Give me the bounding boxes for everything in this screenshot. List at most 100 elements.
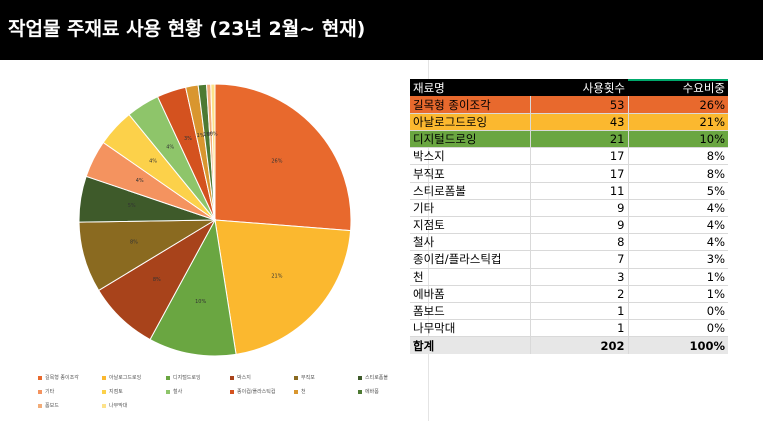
material-table: 재료명 사용횟수 수요비중 길목형 종이조각 53 26% 아날로그드로잉 43 21% 디… — [410, 79, 728, 354]
legend-swatch — [230, 389, 234, 394]
pie-slice-label: 1% — [203, 132, 211, 138]
legend-label: 천 — [301, 389, 306, 395]
pie-slice — [214, 219, 352, 355]
cell-use-count: 1 — [530, 319, 629, 338]
chart-panel: 26% 21% 10% 8% 8% 5% 4% 4% 4% 3% 1% 1% 0% 0% 길목형 종이조각… — [0, 60, 429, 421]
pie-slice — [210, 83, 216, 221]
table-row: 디지털드로잉 21 10% — [410, 130, 728, 149]
table-total-row: 합계 202 100% — [410, 336, 728, 354]
cell-total-share: 100% — [628, 336, 728, 354]
table-body: 길목형 종이조각 53 26% 아날로그드로잉 43 21% 디지털드로잉 21 10% 박스지 1… — [410, 96, 728, 354]
cell-material-name: 길목형 종이조각 — [410, 96, 531, 114]
pie-slice-label: 4% — [166, 145, 174, 151]
legend-swatch — [358, 375, 362, 380]
table-row: 박스지 17 8% — [410, 147, 728, 166]
table-header-row: 재료명 사용횟수 수요비중 — [410, 79, 728, 97]
table-row: 천 3 1% — [410, 268, 728, 286]
cell-material-name: 박스지 — [410, 147, 531, 166]
pie-slice-label: 0% — [207, 132, 215, 138]
legend-swatch — [102, 389, 106, 394]
legend-swatch — [294, 389, 298, 394]
cell-material-name: 스티로폼볼 — [410, 182, 531, 200]
legend-swatch — [38, 375, 42, 380]
legend-swatch — [38, 403, 42, 408]
legend-label: 박스지 — [237, 375, 251, 381]
cell-share: 4% — [628, 216, 728, 235]
cell-share: 26% — [628, 96, 728, 114]
cell-use-count: 17 — [530, 147, 629, 166]
cell-material-name: 지점토 — [410, 216, 531, 235]
legend-item: 스티로폼볼 — [358, 374, 388, 381]
cell-material-name: 아날로그드로잉 — [410, 113, 531, 132]
legend-item: 길목형 종이조각 — [38, 374, 79, 381]
legend-item: 디지털드로잉 — [166, 374, 201, 381]
legend-swatch — [166, 375, 170, 380]
legend-label: 아날로그드로잉 — [109, 375, 142, 381]
legend-item: 나무막대 — [102, 402, 127, 409]
table-row: 철사 8 4% — [410, 233, 728, 252]
header-share: 수요비중 — [628, 79, 728, 97]
table-row: 종이컵/플라스틱컵 7 3% — [410, 250, 728, 269]
legend-swatch — [294, 375, 298, 380]
cell-use-count: 2 — [530, 285, 629, 303]
cell-use-count: 7 — [530, 250, 629, 269]
legend-label: 부직포 — [301, 375, 315, 381]
legend-swatch — [38, 389, 42, 394]
legend-label: 스티로폼볼 — [365, 375, 389, 381]
cell-use-count: 53 — [530, 96, 629, 114]
pie-slice-label: 1% — [197, 133, 205, 139]
legend-item: 에바폼 — [358, 388, 379, 395]
cell-total-count: 202 — [530, 336, 629, 354]
cell-share: 10% — [628, 130, 728, 149]
pie-slice — [149, 218, 237, 357]
pie-slice — [214, 83, 352, 232]
legend-label: 지점토 — [109, 389, 123, 395]
cell-use-count: 8 — [530, 233, 629, 252]
legend-label: 길목형 종이조각 — [45, 375, 79, 381]
legend-label: 폼보드 — [45, 403, 59, 409]
legend-item: 기타 — [38, 388, 54, 395]
cell-share: 8% — [628, 147, 728, 166]
pie-slice-label: 10% — [195, 299, 206, 305]
cell-use-count: 21 — [530, 130, 629, 149]
legend-item: 박스지 — [230, 374, 251, 381]
legend-swatch — [230, 375, 234, 380]
legend-item: 부직포 — [294, 374, 315, 381]
cell-use-count: 1 — [530, 302, 629, 321]
cell-material-name: 에바폼 — [410, 285, 531, 303]
pie-slice-label: 5% — [128, 203, 136, 209]
legend-swatch — [358, 389, 362, 394]
cell-material-name: 천 — [410, 268, 531, 286]
cell-share: 21% — [628, 113, 728, 132]
table-row: 아날로그드로잉 43 21% — [410, 113, 728, 132]
cell-total-label: 합계 — [410, 336, 531, 354]
table-row: 스티로폼볼 11 5% — [410, 182, 728, 200]
legend-item: 천 — [294, 388, 306, 395]
pie-slice-label: 26% — [271, 159, 282, 165]
cell-material-name: 철사 — [410, 233, 531, 252]
legend-item: 종이컵/플라스틱컵 — [230, 388, 276, 395]
cell-share: 4% — [628, 233, 728, 252]
cell-share: 8% — [628, 164, 728, 183]
cell-share: 1% — [628, 285, 728, 303]
cell-use-count: 3 — [530, 268, 629, 286]
legend-swatch — [102, 375, 106, 380]
legend-swatch — [166, 389, 170, 394]
table-row: 나무막대 1 0% — [410, 319, 728, 338]
cell-share: 1% — [628, 268, 728, 286]
table-row: 기타 9 4% — [410, 199, 728, 218]
cell-material-name: 종이컵/플라스틱컵 — [410, 250, 531, 269]
header-count: 사용횟수 — [530, 79, 628, 97]
table-row: 지점토 9 4% — [410, 216, 728, 235]
cell-material-name: 기타 — [410, 199, 531, 218]
legend-label: 디지털드로잉 — [173, 375, 201, 381]
legend-label: 종이컵/플라스틱컵 — [237, 389, 276, 395]
cell-material-name: 디지털드로잉 — [410, 130, 531, 149]
legend-label: 철사 — [173, 389, 183, 395]
title-bar: 작업물 주재료 사용 현황 (23년 2월~ 현재) — [0, 0, 763, 60]
header-name: 재료명 — [410, 79, 530, 97]
legend-item: 철사 — [166, 388, 182, 395]
cell-use-count: 9 — [530, 216, 629, 235]
cell-share: 5% — [628, 182, 728, 200]
pie-slice-label: 21% — [271, 273, 282, 279]
